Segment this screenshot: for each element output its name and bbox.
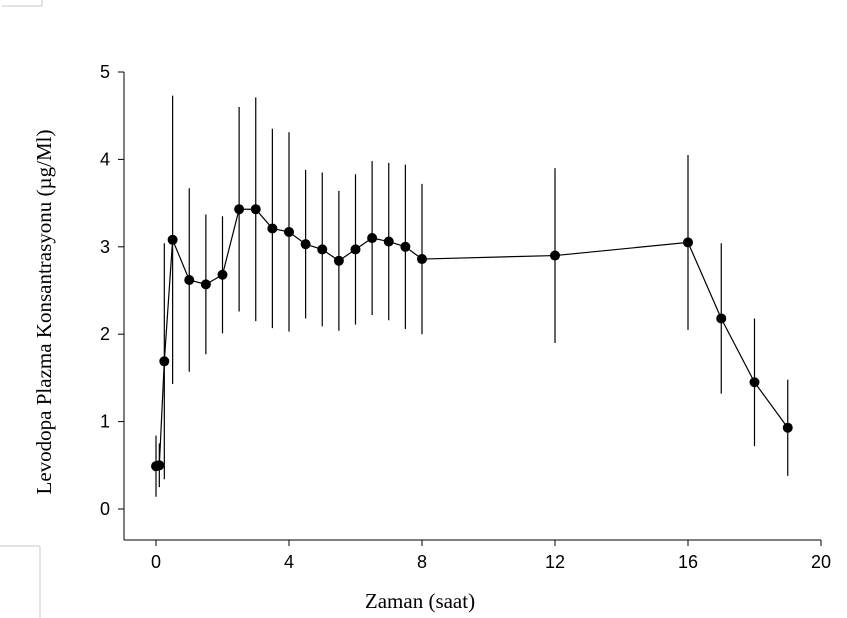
y-tick-label: 0 — [100, 499, 110, 519]
y-tick-label: 3 — [100, 237, 110, 257]
x-ticks: 0 4 8 12 16 20 — [151, 540, 831, 572]
data-point — [267, 223, 278, 234]
data-point — [154, 460, 165, 471]
data-point — [367, 233, 378, 244]
data-point — [250, 204, 261, 215]
y-tick-label: 1 — [100, 412, 110, 432]
y-ticks: 0 1 2 3 4 5 — [100, 62, 124, 519]
y-tick-label: 5 — [100, 62, 110, 82]
data-point — [683, 237, 693, 248]
y-axis-title: Levodopa Plazma Konsantrasyonu (µg/Ml) — [32, 130, 56, 495]
error-bars — [155, 95, 789, 497]
x-tick-label: 20 — [811, 552, 831, 572]
y-tick-label: 2 — [100, 324, 110, 344]
series-lines — [155, 208, 789, 467]
data-point — [184, 275, 195, 286]
data-point — [300, 239, 311, 250]
data-point — [217, 269, 228, 280]
data-point — [159, 356, 170, 367]
data-point — [400, 241, 411, 252]
x-tick-label: 0 — [151, 552, 161, 572]
data-point — [782, 422, 793, 433]
data-point — [333, 255, 344, 266]
data-point — [350, 244, 361, 255]
data-point — [284, 226, 294, 237]
data-point — [200, 279, 211, 290]
x-tick-label: 16 — [678, 552, 698, 572]
data-point — [550, 250, 560, 261]
markers — [151, 204, 793, 472]
series-line — [155, 208, 789, 467]
y-tick-label: 4 — [100, 149, 110, 169]
data-point — [234, 204, 245, 215]
data-point — [167, 234, 178, 245]
screenshot-frame — [0, 0, 43, 618]
x-tick-label: 12 — [545, 552, 565, 572]
data-point — [417, 254, 427, 265]
data-point — [383, 236, 394, 247]
data-point — [749, 377, 760, 388]
x-tick-label: 4 — [284, 552, 294, 572]
data-point — [716, 313, 727, 324]
plot-area — [151, 95, 793, 497]
x-tick-label: 8 — [417, 552, 427, 572]
data-point — [317, 244, 328, 255]
x-axis-title: Zaman (saat) — [365, 589, 475, 613]
